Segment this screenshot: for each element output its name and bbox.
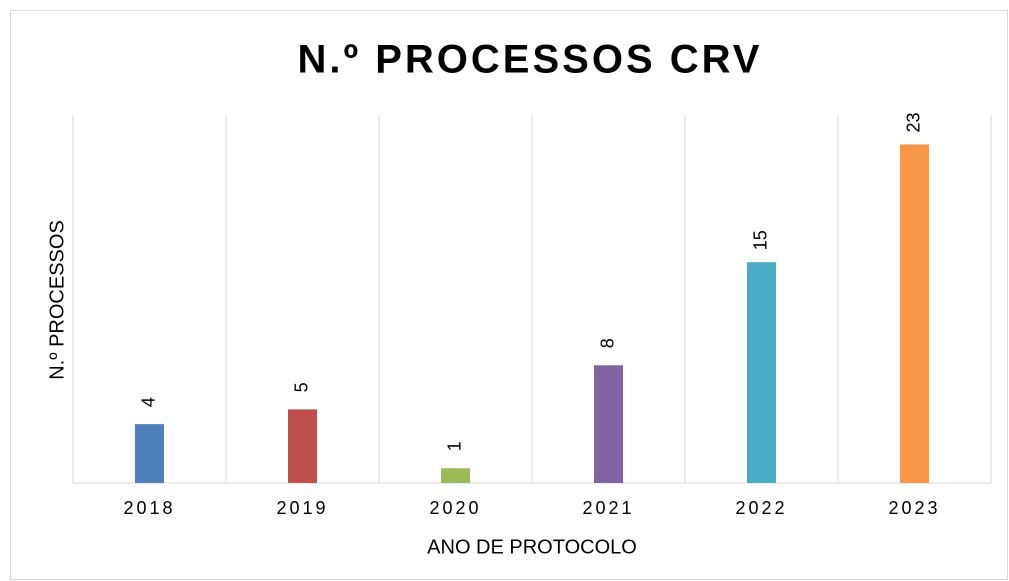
x-axis-label: ANO DE PROTOCOLO	[427, 536, 637, 558]
x-tick-label: 2021	[582, 498, 634, 518]
bar	[135, 424, 164, 483]
chart-border	[10, 10, 1008, 580]
chart-title: N.º PROCESSOS CRV	[298, 38, 763, 82]
data-label: 23	[903, 112, 923, 132]
data-label: 1	[444, 441, 464, 451]
x-tick-label: 2020	[429, 498, 481, 518]
data-label: 4	[138, 397, 158, 407]
x-tick-label: 2023	[888, 498, 940, 518]
x-tick-label: 2019	[276, 498, 328, 518]
data-label: 15	[750, 230, 770, 250]
bar	[441, 468, 470, 483]
bar	[747, 262, 776, 483]
bar	[900, 144, 929, 483]
y-axis-label: N.º PROCESSOS	[46, 220, 68, 380]
data-label: 5	[291, 382, 311, 392]
x-tick-label: 2018	[123, 498, 175, 518]
bar	[594, 365, 623, 483]
x-tick-label: 2022	[735, 498, 787, 518]
data-label: 8	[597, 338, 617, 348]
bar	[288, 409, 317, 483]
